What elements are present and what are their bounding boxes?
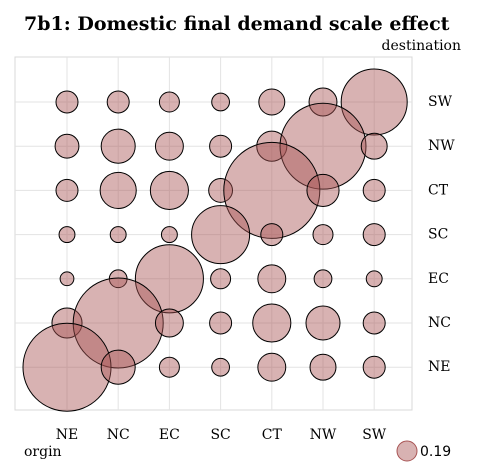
bubble [362,178,386,202]
bubble [100,349,136,385]
bubble [72,277,164,369]
bubble [58,226,76,244]
bubble [191,205,251,265]
bubble [223,141,321,239]
bubble [362,355,386,379]
bubble [309,353,337,381]
bubble [340,68,408,136]
bubble [109,226,127,244]
bubble [158,91,180,113]
y-tick-label: NC [428,315,451,331]
x-tick-label: NW [310,427,337,443]
bubble [312,224,334,246]
bubble [211,92,230,112]
bubble [362,311,386,335]
y-tick-label: CT [428,182,449,198]
y-tick-label: SW [428,94,453,110]
bubble [59,271,75,287]
x-axis-label: orgin [24,444,62,460]
bubble [210,268,232,290]
x-tick-label: SW [362,427,387,443]
bubble [22,322,112,412]
bubble [279,102,367,190]
y-axis-label: destination [382,38,461,54]
bubble [252,303,292,343]
y-tick-label: EC [428,271,449,287]
bubble [306,173,340,207]
x-tick-label: NC [107,427,130,443]
bubble [54,133,80,159]
x-tick-label: SC [210,427,230,443]
bubble [211,357,230,377]
bubble [55,178,79,202]
bubble [360,132,388,160]
x-tick-label: EC [159,427,180,443]
bubble [55,90,79,114]
bubble [257,264,287,294]
bubble [305,305,341,341]
bubble [149,170,189,210]
y-tick-label: NE [428,359,450,375]
bubble [258,88,286,116]
bubble [154,131,184,161]
bubble [256,130,288,162]
bubble [99,171,137,209]
chart-title: 7b1: Domestic final demand scale effect [24,13,450,35]
bubble [154,308,184,338]
bubble [134,244,204,314]
bubble [209,134,233,158]
bubble [362,223,386,247]
legend-bubble [396,440,418,462]
bubble [365,270,383,288]
bubble [313,269,333,289]
bubble [106,90,130,114]
bubble [158,356,180,378]
y-tick-label: SC [428,227,448,243]
legend-label: 0.19 [420,444,451,460]
bubble [209,311,233,335]
bubble [100,128,136,164]
y-tick-label: NW [428,138,455,154]
bubble [208,177,234,203]
x-tick-label: NE [56,427,78,443]
bubble [257,352,287,382]
bubble [260,223,284,247]
bubble [160,226,178,244]
panel [14,56,413,411]
bubble [308,87,338,117]
x-tick-label: CT [262,427,283,443]
